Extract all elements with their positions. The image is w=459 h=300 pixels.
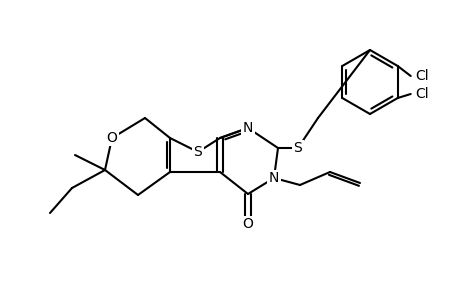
Text: N: N (242, 121, 252, 135)
Text: Cl: Cl (415, 87, 428, 101)
Text: S: S (293, 141, 302, 155)
Text: Cl: Cl (415, 69, 428, 83)
Text: S: S (193, 145, 202, 159)
Text: N: N (268, 171, 279, 185)
Text: O: O (242, 217, 253, 231)
Text: O: O (106, 131, 117, 145)
